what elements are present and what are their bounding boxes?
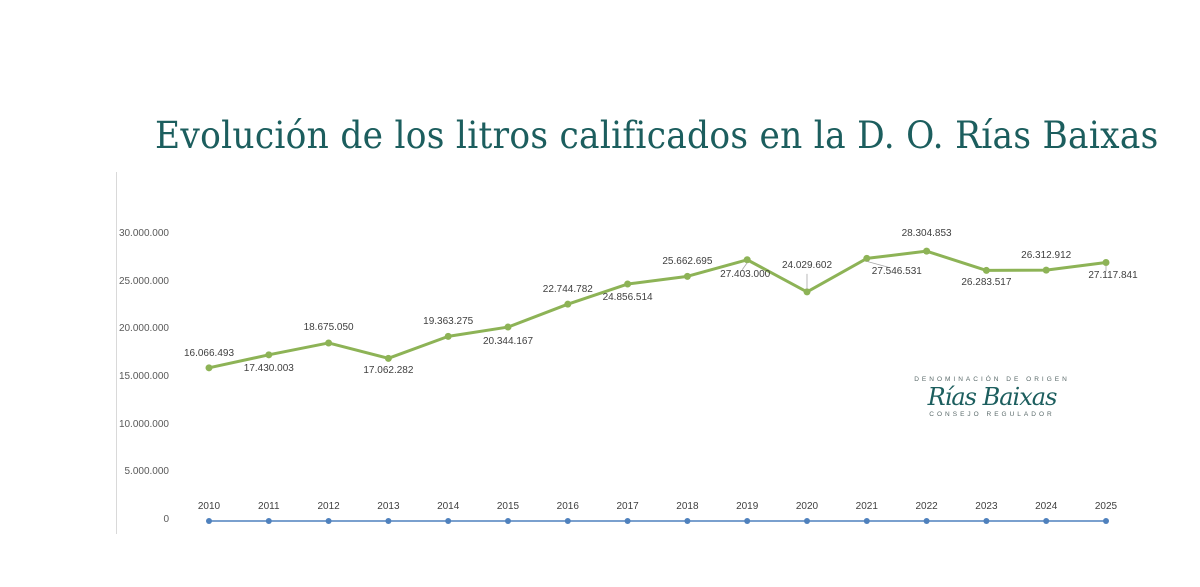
baseline-marker [505, 518, 511, 524]
data-label: 20.344.167 [482, 336, 534, 348]
data-point-marker [1042, 266, 1050, 274]
data-point-marker [982, 266, 990, 274]
y-tick-label: 30.000.000 [118, 228, 169, 239]
series-line [208, 249, 1107, 370]
baseline-marker [684, 518, 691, 524]
x-tick-label: 2017 [616, 501, 639, 512]
data-series [205, 247, 1110, 372]
x-tick-label: 2020 [795, 501, 819, 512]
data-label: 18.675.050 [303, 321, 354, 333]
baseline-marker [206, 518, 212, 524]
baseline-marker [744, 518, 751, 524]
logo-bottom-text: CONSEJO REGULADOR [929, 411, 1055, 418]
baseline-series [206, 518, 1109, 524]
x-tick-label: 2022 [915, 501, 938, 512]
data-label: 25.662.695 [662, 256, 713, 268]
logo-top-text: DENOMINACIÓN DE ORIGEN [914, 376, 1070, 383]
chart-title: Evolución de los litros calificados en l… [155, 114, 1159, 157]
x-tick-label: 2012 [317, 501, 340, 512]
y-tick-label: 10.000.000 [118, 418, 169, 430]
data-point-marker [743, 256, 751, 264]
data-label: 24.856.514 [602, 292, 653, 304]
data-point-marker [265, 351, 273, 359]
baseline-marker [983, 518, 990, 524]
x-tick-label: 2019 [736, 501, 759, 512]
data-point-marker [205, 364, 213, 372]
baseline-marker [1103, 518, 1109, 524]
baseline-marker [265, 518, 272, 524]
x-tick-label: 2010 [197, 501, 221, 512]
data-point-marker [564, 300, 572, 308]
x-tick-label: 2024 [1035, 501, 1058, 512]
data-label: 26.312.912 [1021, 250, 1072, 262]
data-point-marker [504, 323, 512, 331]
y-tick-label: 5.000.000 [124, 466, 170, 478]
data-label: 22.744.782 [542, 284, 593, 296]
data-point-marker [384, 354, 392, 362]
baseline-marker [804, 518, 810, 524]
baseline-marker [325, 518, 332, 524]
baseline-marker [564, 518, 571, 524]
data-label: 28.304.853 [901, 228, 952, 240]
y-tick-label: 15.000.000 [118, 371, 169, 382]
baseline-marker [624, 518, 631, 524]
data-point-marker [1102, 258, 1110, 266]
data-point-marker [444, 332, 452, 340]
data-label: 24.029.602 [781, 259, 833, 271]
data-point-marker [325, 339, 333, 347]
data-point-marker [863, 254, 871, 262]
data-label: 17.062.282 [363, 365, 414, 377]
x-tick-label: 2025 [1094, 501, 1118, 512]
data-point-marker [683, 272, 691, 280]
x-tick-label: 2015 [496, 501, 520, 512]
leader-line [741, 262, 748, 270]
baseline-marker [863, 518, 870, 524]
data-label: 17.430.003 [243, 362, 294, 374]
rias-baixas-logo: DENOMINACIÓN DE ORIGEN Rías Baixas CONSE… [912, 376, 1072, 418]
data-label: 26.283.517 [961, 277, 1012, 289]
y-tick-label: 20.000.000 [118, 323, 169, 335]
data-label: 16.066.493 [183, 347, 235, 359]
x-tick-label: 2016 [556, 501, 579, 512]
x-tick-label: 2014 [437, 501, 460, 512]
label-leader-lines [741, 261, 1107, 289]
data-point-marker [803, 288, 811, 296]
data-point-marker [923, 247, 931, 255]
leader-line [866, 261, 889, 268]
x-tick-label: 2013 [377, 501, 400, 512]
x-tick-label: 2021 [855, 501, 878, 512]
y-tick-label: 25.000.000 [118, 275, 169, 287]
data-label: 27.403.000 [720, 268, 771, 280]
baseline-marker [385, 518, 392, 524]
baseline-marker [923, 518, 930, 524]
x-tick-label: 2018 [676, 501, 699, 512]
data-label: 19.363.275 [423, 316, 474, 328]
baseline-marker [1043, 518, 1050, 524]
y-tick-label: 0 [163, 514, 169, 525]
data-point-marker [624, 280, 632, 288]
data-label: 27.117.841 [1088, 270, 1138, 282]
x-tick-label: 2011 [258, 501, 280, 512]
x-tick-label: 2023 [975, 501, 998, 512]
data-label: 27.546.531 [871, 266, 922, 278]
logo-name: Rías Baixas [927, 383, 1058, 411]
baseline-marker [445, 518, 452, 524]
y-axis-line [116, 172, 117, 534]
